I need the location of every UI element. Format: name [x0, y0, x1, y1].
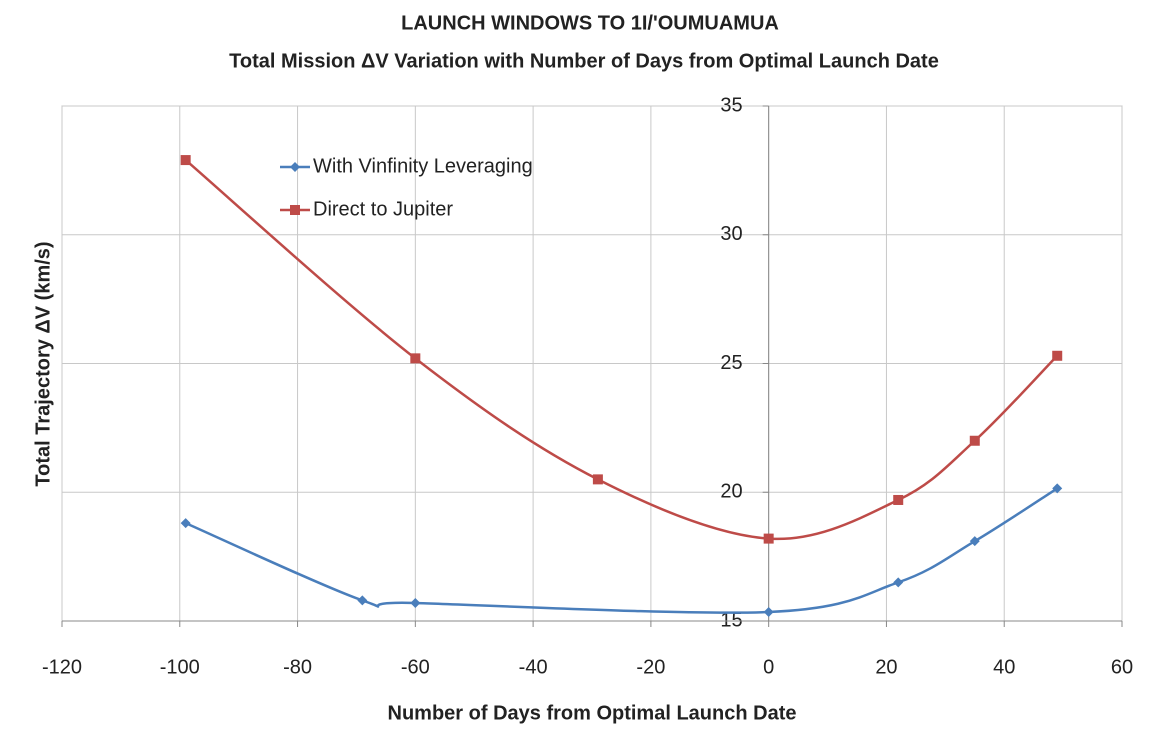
x-tick-label: -20 [636, 656, 665, 678]
x-tick-label: -80 [283, 656, 312, 678]
data-point [180, 518, 191, 529]
legend-label: With Vinfinity Leveraging [313, 155, 533, 177]
y-tick-label: 35 [720, 94, 742, 116]
x-axis-title: Number of Days from Optimal Launch Date [388, 702, 797, 724]
data-point [1052, 483, 1063, 494]
data-point [1052, 350, 1063, 361]
series-line [184, 159, 1059, 541]
x-tick-label: 20 [875, 656, 897, 678]
y-tick-label: 15 [720, 609, 742, 631]
data-point [410, 353, 421, 364]
data-point [357, 595, 368, 606]
chart-subtitle: Total Mission ΔV Variation with Number o… [229, 50, 939, 72]
data-point [410, 597, 421, 608]
data-point [969, 536, 980, 547]
y-tick-label: 25 [720, 352, 742, 374]
data-point [763, 533, 774, 544]
x-tick-label: -100 [160, 656, 200, 678]
data-point [893, 494, 904, 505]
legend-label: Direct to Jupiter [313, 198, 453, 220]
x-tick-label: 0 [763, 656, 774, 678]
x-tick-label: -40 [519, 656, 548, 678]
data-point [592, 474, 603, 485]
y-tick-label: 30 [720, 223, 742, 245]
x-tick-label: 40 [993, 656, 1015, 678]
x-tick-label: -120 [42, 656, 82, 678]
y-tick-label: 20 [720, 481, 742, 503]
chart-title: LAUNCH WINDOWS TO 1I/'OUMUAMUA [401, 12, 779, 34]
data-point [180, 155, 191, 166]
data-point [893, 577, 904, 588]
legend-marker [290, 162, 300, 172]
data-point [969, 435, 980, 446]
legend-marker [290, 205, 300, 215]
y-axis-title: Total Trajectory ΔV (km/s) [32, 241, 54, 486]
x-tick-label: -60 [401, 656, 430, 678]
x-tick-label: 60 [1111, 656, 1133, 678]
data-point [763, 606, 774, 617]
